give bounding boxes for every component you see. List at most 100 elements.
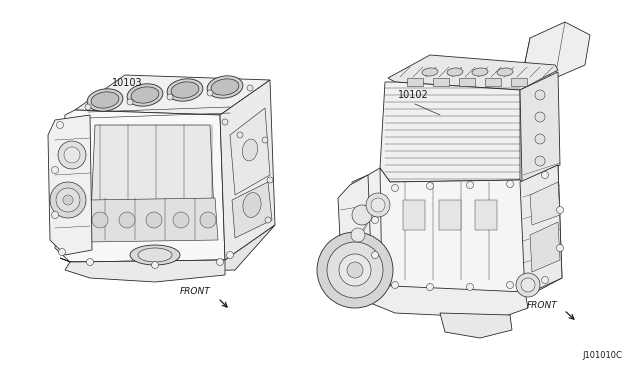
Polygon shape: [230, 108, 270, 195]
Circle shape: [541, 171, 548, 179]
Circle shape: [50, 182, 86, 218]
Polygon shape: [55, 110, 225, 262]
Circle shape: [535, 134, 545, 144]
Ellipse shape: [447, 68, 463, 76]
Ellipse shape: [243, 193, 261, 217]
Ellipse shape: [131, 87, 159, 103]
Circle shape: [352, 205, 372, 225]
Circle shape: [371, 217, 378, 224]
Polygon shape: [232, 182, 272, 238]
Circle shape: [51, 167, 58, 173]
Ellipse shape: [211, 79, 239, 95]
Circle shape: [56, 188, 80, 212]
Circle shape: [392, 282, 399, 289]
Circle shape: [521, 278, 535, 292]
Circle shape: [200, 212, 216, 228]
Circle shape: [51, 212, 58, 218]
Circle shape: [366, 193, 390, 217]
Ellipse shape: [422, 68, 438, 76]
Polygon shape: [368, 285, 528, 318]
Circle shape: [86, 259, 93, 266]
Circle shape: [392, 185, 399, 192]
FancyBboxPatch shape: [407, 78, 423, 86]
Circle shape: [56, 122, 63, 128]
Polygon shape: [48, 115, 92, 255]
Ellipse shape: [91, 92, 119, 108]
Circle shape: [371, 251, 378, 259]
Circle shape: [167, 94, 173, 100]
Polygon shape: [530, 222, 560, 272]
Circle shape: [146, 212, 162, 228]
Polygon shape: [352, 168, 382, 290]
FancyBboxPatch shape: [439, 200, 461, 230]
Polygon shape: [388, 55, 558, 90]
Circle shape: [63, 195, 73, 205]
Circle shape: [347, 262, 363, 278]
Circle shape: [535, 112, 545, 122]
Ellipse shape: [171, 82, 199, 98]
Circle shape: [173, 212, 189, 228]
Polygon shape: [88, 198, 218, 242]
Polygon shape: [525, 22, 590, 78]
Circle shape: [351, 228, 365, 242]
Circle shape: [371, 198, 385, 212]
Polygon shape: [530, 182, 560, 225]
Circle shape: [557, 244, 563, 251]
Text: FRONT: FRONT: [527, 301, 557, 310]
Circle shape: [237, 132, 243, 138]
Circle shape: [267, 177, 273, 183]
Text: 10103: 10103: [112, 78, 143, 88]
Circle shape: [339, 254, 371, 286]
Circle shape: [262, 137, 268, 143]
Circle shape: [317, 232, 393, 308]
Polygon shape: [338, 175, 372, 295]
Polygon shape: [220, 80, 275, 260]
FancyBboxPatch shape: [433, 78, 449, 86]
Circle shape: [119, 212, 135, 228]
Circle shape: [327, 242, 383, 298]
Polygon shape: [380, 82, 520, 182]
Circle shape: [506, 282, 513, 289]
Circle shape: [58, 141, 86, 169]
Circle shape: [506, 180, 513, 187]
Ellipse shape: [472, 68, 488, 76]
Polygon shape: [90, 125, 215, 238]
Circle shape: [92, 212, 108, 228]
Polygon shape: [60, 225, 275, 273]
Circle shape: [535, 156, 545, 166]
Ellipse shape: [87, 89, 123, 111]
Circle shape: [426, 283, 433, 291]
Text: FRONT: FRONT: [180, 288, 211, 296]
Ellipse shape: [207, 76, 243, 98]
Ellipse shape: [127, 84, 163, 106]
Circle shape: [265, 217, 271, 223]
FancyBboxPatch shape: [403, 200, 425, 230]
Polygon shape: [65, 260, 225, 282]
Circle shape: [247, 85, 253, 91]
FancyBboxPatch shape: [485, 78, 501, 86]
Circle shape: [227, 251, 234, 259]
Circle shape: [152, 262, 159, 269]
Polygon shape: [440, 313, 512, 338]
Polygon shape: [75, 75, 270, 115]
FancyBboxPatch shape: [475, 200, 497, 230]
FancyBboxPatch shape: [511, 78, 527, 86]
FancyBboxPatch shape: [459, 78, 475, 86]
Circle shape: [85, 104, 91, 110]
Circle shape: [535, 90, 545, 100]
Circle shape: [127, 99, 133, 105]
Ellipse shape: [130, 245, 180, 265]
Circle shape: [58, 248, 65, 256]
Ellipse shape: [497, 68, 513, 76]
Circle shape: [64, 147, 80, 163]
Circle shape: [557, 206, 563, 214]
Text: J101010C: J101010C: [582, 352, 622, 360]
Circle shape: [216, 259, 223, 266]
Polygon shape: [520, 72, 560, 182]
Ellipse shape: [167, 79, 203, 101]
Circle shape: [541, 276, 548, 283]
Ellipse shape: [243, 139, 258, 161]
Circle shape: [467, 283, 474, 291]
Circle shape: [222, 119, 228, 125]
Polygon shape: [368, 165, 562, 295]
